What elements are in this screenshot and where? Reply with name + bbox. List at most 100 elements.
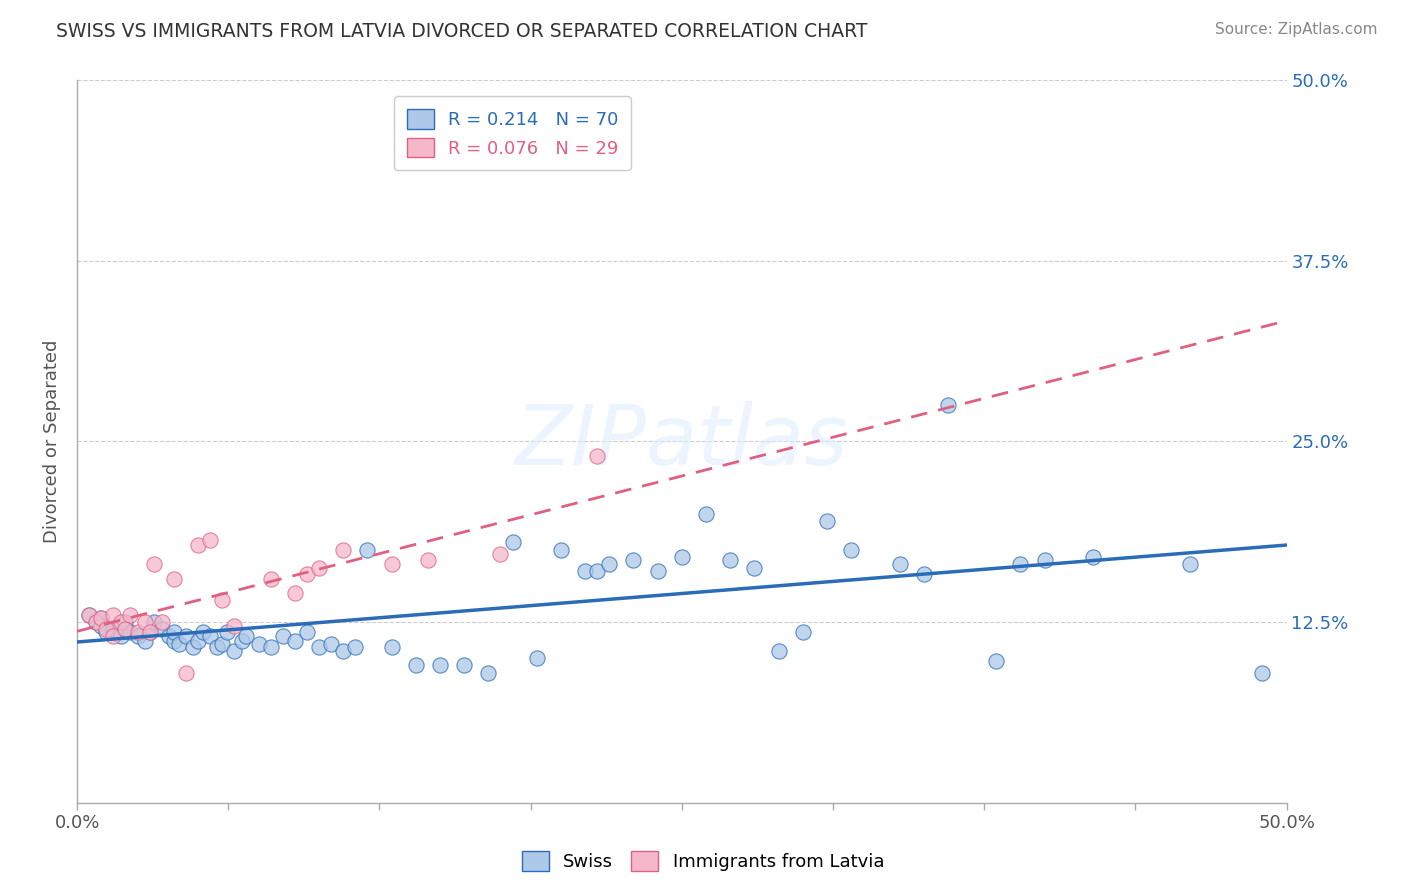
- Point: [1251, 665, 1274, 680]
- Point: [77, 607, 100, 622]
- Point: [198, 629, 221, 643]
- Point: [489, 547, 512, 561]
- Point: [332, 542, 354, 557]
- Point: [429, 658, 451, 673]
- Point: [1081, 549, 1104, 564]
- Point: [114, 622, 136, 636]
- Point: [90, 619, 112, 633]
- Point: [103, 622, 125, 636]
- Text: SWISS VS IMMIGRANTS FROM LATVIA DIVORCED OR SEPARATED CORRELATION CHART: SWISS VS IMMIGRANTS FROM LATVIA DIVORCED…: [56, 22, 868, 41]
- Point: [217, 625, 239, 640]
- Point: [90, 610, 112, 624]
- Point: [647, 565, 669, 579]
- Point: [502, 535, 524, 549]
- Point: [198, 533, 221, 547]
- Point: [405, 658, 427, 673]
- Point: [695, 507, 717, 521]
- Point: [134, 633, 156, 648]
- Point: [936, 398, 959, 412]
- Point: [211, 593, 233, 607]
- Point: [138, 625, 160, 640]
- Legend: R = 0.214   N = 70, R = 0.076   N = 29: R = 0.214 N = 70, R = 0.076 N = 29: [394, 96, 631, 170]
- Point: [224, 644, 246, 658]
- Point: [157, 629, 180, 643]
- Point: [143, 557, 166, 571]
- Point: [235, 629, 257, 643]
- Point: [295, 567, 318, 582]
- Point: [1010, 557, 1032, 571]
- Point: [77, 607, 100, 622]
- Point: [114, 622, 136, 636]
- Point: [744, 561, 766, 575]
- Point: [103, 607, 125, 622]
- Point: [380, 640, 402, 654]
- Point: [110, 629, 132, 643]
- Point: [163, 572, 186, 586]
- Point: [187, 538, 209, 552]
- Point: [526, 651, 548, 665]
- Text: Source: ZipAtlas.com: Source: ZipAtlas.com: [1215, 22, 1378, 37]
- Point: [986, 654, 1008, 668]
- Point: [1033, 553, 1056, 567]
- Point: [332, 644, 354, 658]
- Point: [1178, 557, 1201, 571]
- Point: [120, 607, 142, 622]
- Point: [86, 615, 108, 629]
- Point: [319, 637, 342, 651]
- Point: [671, 549, 693, 564]
- Point: [187, 633, 209, 648]
- Point: [912, 567, 935, 582]
- Point: [271, 629, 294, 643]
- Point: [163, 625, 186, 640]
- Point: [416, 553, 439, 567]
- Point: [477, 665, 499, 680]
- Point: [211, 637, 233, 651]
- Point: [586, 565, 609, 579]
- Point: [150, 615, 173, 629]
- Point: [103, 629, 125, 643]
- Point: [163, 633, 186, 648]
- Point: [94, 622, 117, 636]
- Point: [284, 586, 307, 600]
- Point: [259, 640, 281, 654]
- Y-axis label: Divorced or Separated: Divorced or Separated: [44, 340, 60, 543]
- Point: [308, 640, 330, 654]
- Text: ZIPatlas: ZIPatlas: [515, 401, 849, 482]
- Point: [181, 640, 204, 654]
- Point: [284, 633, 307, 648]
- Point: [174, 629, 197, 643]
- Point: [839, 542, 862, 557]
- Point: [586, 449, 609, 463]
- Point: [167, 637, 190, 651]
- Point: [191, 625, 214, 640]
- Point: [207, 640, 229, 654]
- Point: [889, 557, 911, 571]
- Point: [143, 615, 166, 629]
- Point: [134, 615, 156, 629]
- Point: [174, 665, 197, 680]
- Point: [127, 625, 149, 640]
- Point: [224, 619, 246, 633]
- Point: [792, 625, 814, 640]
- Legend: Swiss, Immigrants from Latvia: Swiss, Immigrants from Latvia: [515, 844, 891, 879]
- Point: [598, 557, 620, 571]
- Point: [574, 565, 596, 579]
- Point: [295, 625, 318, 640]
- Point: [380, 557, 402, 571]
- Point: [138, 625, 160, 640]
- Point: [86, 615, 108, 629]
- Point: [344, 640, 367, 654]
- Point: [259, 572, 281, 586]
- Point: [110, 615, 132, 629]
- Point: [94, 625, 117, 640]
- Point: [308, 561, 330, 575]
- Point: [550, 542, 572, 557]
- Point: [231, 633, 253, 648]
- Point: [768, 644, 790, 658]
- Point: [247, 637, 270, 651]
- Point: [623, 553, 645, 567]
- Point: [453, 658, 475, 673]
- Point: [718, 553, 741, 567]
- Point: [815, 514, 838, 528]
- Point: [90, 610, 112, 624]
